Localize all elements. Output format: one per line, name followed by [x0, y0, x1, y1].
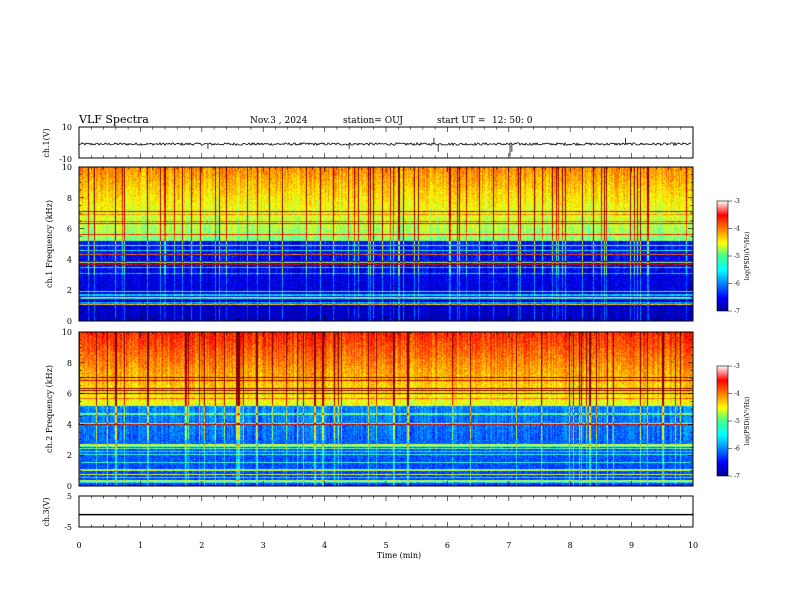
- colorbar-ch2-ticks: -3 -4 -5 -6 -7: [728, 363, 740, 480]
- time-axis-title: Time (min): [377, 551, 421, 560]
- spectrogram-ch2-panel: 0 2 4 6 8 10 ch.2 Frequency (kHz): [45, 328, 694, 491]
- time-axis-labels: 0 1 2 3 4 5 6 7 8 9 10: [76, 541, 698, 550]
- ch1-ytick-bottom: -10: [59, 155, 72, 164]
- spectrogram-ch1-image: [79, 167, 693, 321]
- ch3-ytick-top: 5: [67, 492, 72, 501]
- colorbar-tick-label: -4: [734, 391, 740, 398]
- waveform-ch1-spikes: [207, 137, 626, 157]
- start-ut-label: start UT =: [437, 116, 485, 126]
- colorbar-tick-label: -6: [734, 281, 740, 288]
- colorbar-tick-label: -3: [734, 363, 740, 370]
- spectrogram-ch1-ylabel: ch.1 Frequency (kHz): [45, 200, 54, 288]
- time-tick-label: 10: [688, 541, 698, 550]
- colorbar-ch2-label: log(PSD)(V²/Hz): [744, 397, 751, 446]
- freq-tick-label: 6: [67, 225, 72, 234]
- colorbar-tick-label: -5: [734, 253, 740, 260]
- time-tick-label: 5: [383, 541, 388, 550]
- colorbar-ch1: -3 -4 -5 -6 -7 log(PSD)(V²/Hz): [716, 198, 751, 315]
- colorbar-ch1-ticks: -3 -4 -5 -6 -7: [728, 198, 740, 315]
- freq-tick-label: 8: [67, 359, 72, 368]
- ch3-waveform-ylabel: ch.3(V): [42, 497, 51, 526]
- station-label: station= OUJ: [343, 116, 403, 126]
- freq-tick-label: 10: [62, 163, 72, 172]
- colorbar-tick-label: -3: [734, 198, 740, 205]
- time-tick-label: 2: [199, 541, 204, 550]
- freq-tick-label: 0: [67, 482, 72, 491]
- colorbar-ch1-label: log(PSD)(V²/Hz): [744, 232, 751, 281]
- spectrogram-ch1-panel: 0 2 4 6 8 10 ch.1 Frequency (kHz): [45, 163, 694, 326]
- waveform-ch1-panel: 10 -10 ch.1(V): [42, 123, 694, 164]
- colorbar-tick-label: -7: [734, 308, 740, 315]
- time-tick-label: 0: [76, 541, 81, 550]
- ch3-ytick-bottom: -5: [64, 523, 72, 532]
- spectrogram-ch2-yticks: 0 2 4 6 8 10: [62, 328, 693, 491]
- colorbar-tick-label: -5: [734, 418, 740, 425]
- figure-title: VLF Spectra: [78, 113, 149, 126]
- time-tick-label: 3: [261, 541, 266, 550]
- spectrogram-ch1-yticks: 0 2 4 6 8 10: [62, 163, 693, 326]
- time-tick-label: 8: [568, 541, 573, 550]
- time-tick-label: 9: [629, 541, 634, 550]
- waveform-ch3-panel: 5 -5 ch.3(V): [42, 492, 694, 532]
- time-tick-label: 4: [322, 541, 327, 550]
- spectrogram-ch2-ylabel: ch.2 Frequency (kHz): [45, 365, 54, 453]
- freq-tick-label: 0: [67, 317, 72, 326]
- freq-tick-label: 6: [67, 390, 72, 399]
- freq-tick-label: 8: [67, 194, 72, 203]
- freq-tick-label: 2: [67, 286, 72, 295]
- colorbar-tick-label: -7: [734, 473, 740, 480]
- time-tick-label: 7: [506, 541, 511, 550]
- freq-tick-label: 4: [67, 420, 72, 429]
- ch1-waveform-ylabel: ch.1(V): [42, 128, 51, 157]
- colorbar-ch2: -3 -4 -5 -6 -7 log(PSD)(V²/Hz): [716, 363, 751, 480]
- spectrogram-ch2-image: [79, 332, 693, 486]
- waveform-ch1-trace: [78, 141, 692, 147]
- time-tick-label: 6: [445, 541, 450, 550]
- freq-tick-label: 2: [67, 451, 72, 460]
- freq-tick-label: 4: [67, 255, 72, 264]
- ch1-ytick-top: 10: [62, 123, 72, 132]
- time-axis-ticks: [78, 127, 694, 527]
- freq-tick-label: 10: [62, 328, 72, 337]
- time-tick-label: 1: [138, 541, 143, 550]
- start-ut-value: 12: 50: 0: [492, 116, 533, 126]
- colorbar-tick-label: -6: [734, 446, 740, 453]
- date-label: Nov.3 , 2024: [250, 116, 308, 126]
- colorbar-tick-label: -4: [734, 226, 740, 233]
